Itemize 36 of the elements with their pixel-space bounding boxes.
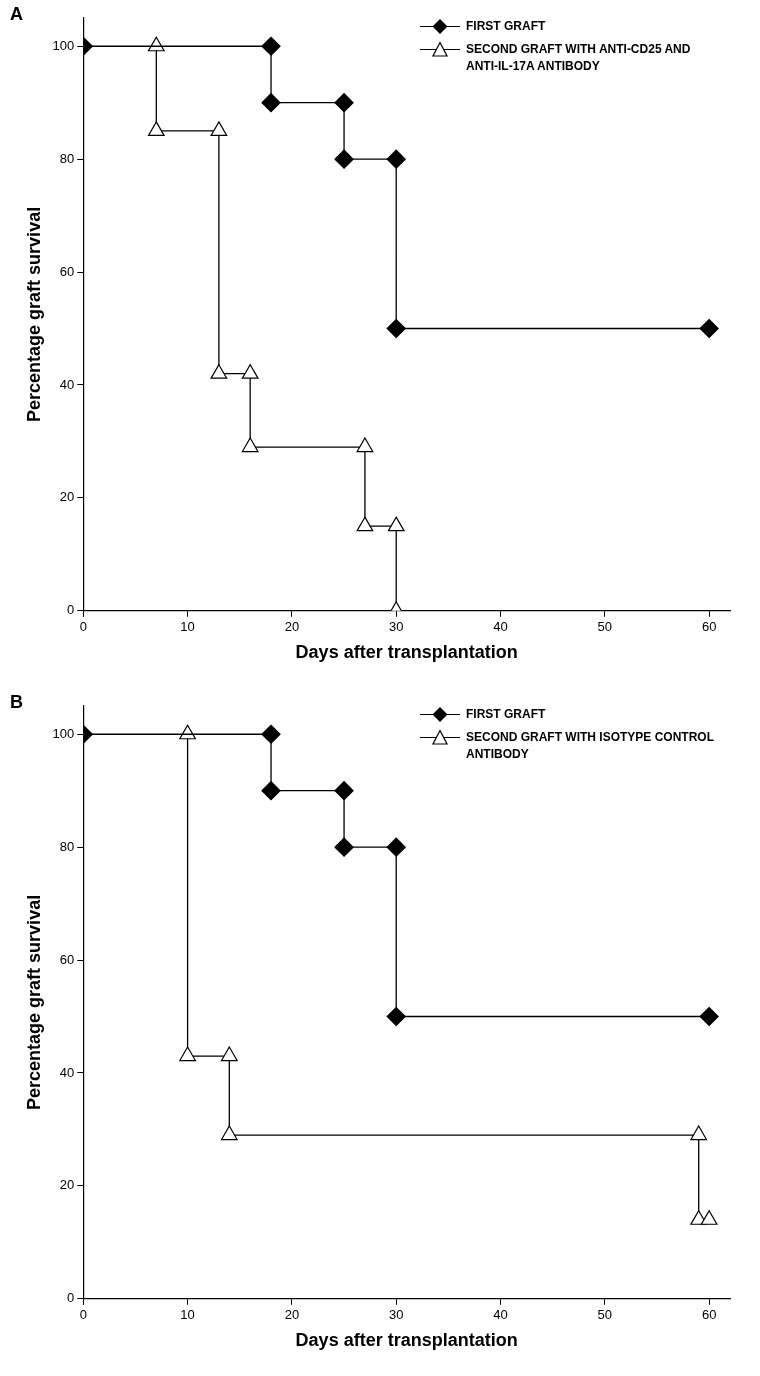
legend-label: SECOND GRAFT WITH ANTI-CD25 AND ANTI-IL-17A ANTIBODY — [466, 41, 692, 75]
x-tick-label: 10 — [180, 619, 195, 635]
x-tick-label: 10 — [180, 1307, 195, 1323]
y-tick-label: 20 — [59, 489, 75, 505]
y-axis-title: Percentage graft survival — [23, 206, 44, 422]
x-axis-title: Days after transplantation — [295, 1330, 518, 1351]
x-tick-label: 60 — [701, 1307, 717, 1323]
y-tick-label: 60 — [59, 951, 75, 967]
x-tick-label: 40 — [493, 1307, 508, 1323]
y-tick-label: 0 — [67, 1290, 75, 1306]
legend-label: SECOND GRAFT WITH ISOTYPE CONTROL ANTIBODY — [466, 729, 715, 763]
y-tick-label: 40 — [59, 376, 75, 392]
y-axis-title: Percentage graft survival — [23, 894, 44, 1110]
x-tick-label: 40 — [493, 619, 508, 635]
x-tick-label: 20 — [284, 619, 300, 635]
x-tick-label: 60 — [701, 619, 717, 635]
x-tick-label: 50 — [597, 619, 613, 635]
legend-label: FIRST GRAFT — [466, 706, 546, 723]
x-tick-label: 0 — [79, 1307, 87, 1323]
chart-title: B — [10, 692, 23, 713]
y-tick-label: 40 — [59, 1064, 75, 1080]
x-tick-label: 30 — [388, 619, 404, 635]
y-tick-label: 20 — [59, 1177, 75, 1193]
y-tick-label: 0 — [67, 602, 75, 618]
y-tick-label: 100 — [52, 725, 75, 741]
y-tick-label: 80 — [59, 838, 75, 854]
x-tick-label: 50 — [597, 1307, 613, 1323]
legend-label: FIRST GRAFT — [466, 18, 546, 35]
y-tick-label: 100 — [52, 37, 75, 53]
x-tick-label: 0 — [79, 619, 87, 635]
x-tick-label: 30 — [388, 1307, 404, 1323]
y-tick-label: 60 — [59, 263, 75, 279]
x-axis-title: Days after transplantation — [295, 642, 518, 663]
chart-title: A — [10, 4, 23, 25]
y-tick-label: 80 — [59, 150, 75, 166]
x-tick-label: 20 — [284, 1307, 300, 1323]
